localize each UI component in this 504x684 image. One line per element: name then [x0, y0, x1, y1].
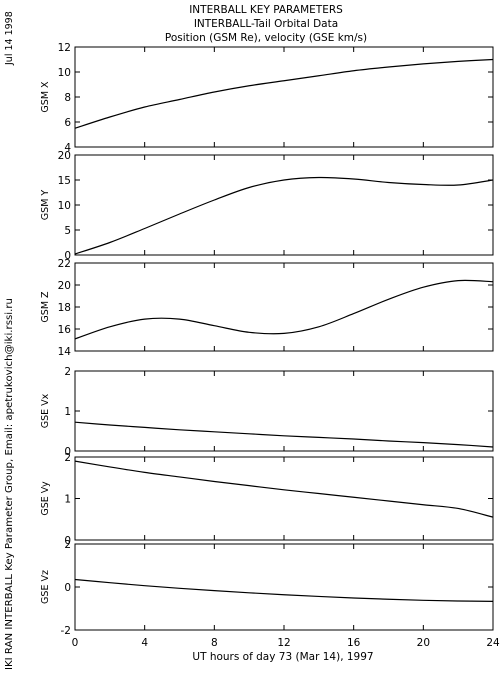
panel-1-ytick-label: 10	[58, 67, 71, 79]
x-tick-label: 4	[141, 637, 148, 649]
panel-5-ylabel: GSE Vy	[40, 481, 51, 516]
x-axis-label: UT hours of day 73 (Mar 14), 1997	[192, 651, 373, 663]
panel-4-ytick-label: 2	[64, 366, 71, 378]
panel-3-ytick-label: 20	[58, 280, 71, 292]
panel-1-ytick-label: 12	[58, 42, 71, 54]
panel-5-series-line	[74, 460, 494, 518]
x-tick-label: 0	[72, 637, 79, 649]
panel-5-ytick-label: 0	[64, 535, 71, 547]
x-tick-label: 24	[486, 637, 500, 649]
panel-4-ytick-label: 1	[64, 406, 71, 418]
panel-6-series-line	[74, 578, 494, 603]
title-line-3: Position (GSM Re), velocity (GSE km/s)	[165, 32, 367, 44]
x-tick-label: 8	[211, 637, 218, 649]
generation-date: Jul 14 1998	[4, 11, 15, 66]
panel-2-ytick-label: 15	[58, 175, 71, 187]
panel-1-ylabel: GSM X	[40, 81, 51, 113]
panel-1-ytick-label: 8	[64, 92, 71, 104]
panel-1-ytick-label: 6	[64, 117, 71, 129]
panel-2-ytick-label: 0	[64, 250, 71, 262]
credit-label: IKI RAN INTERBALL Key Parameter Group, E…	[4, 298, 15, 670]
panel-4-frame	[74, 370, 494, 452]
panel-3-ytick-label: 18	[58, 302, 71, 314]
title-line-1: INTERBALL KEY PARAMETERS	[189, 4, 343, 16]
panel-3-ytick-label: 16	[58, 324, 72, 336]
panel-3-ylabel: GSM Z	[40, 291, 51, 323]
panel-1-series-line	[74, 58, 494, 129]
panel-6-ylabel: GSE Vz	[40, 570, 51, 604]
panel-2-ytick-label: 10	[58, 200, 71, 212]
panel-1-ytick-label: 4	[64, 142, 71, 154]
panel-6-ytick-label: 0	[64, 582, 71, 594]
panel-3-ytick-label: 22	[58, 258, 71, 270]
panel-5-ytick-label: 1	[64, 494, 71, 506]
panel-6-ytick-label: -2	[61, 625, 71, 637]
panel-6-ytick-label: 2	[64, 539, 71, 551]
panel-2-ytick-label: 20	[58, 150, 71, 162]
panel-4-ylabel: GSE Vx	[40, 393, 51, 428]
panel-3-frame	[74, 262, 494, 352]
panel-4-series-line	[74, 421, 494, 448]
title-line-2: INTERBALL-Tail Orbital Data	[194, 18, 338, 30]
panel-2-ylabel: GSM Y	[40, 190, 51, 221]
panel-3-ytick-label: 14	[58, 346, 72, 358]
panel-2-ytick-label: 5	[64, 225, 71, 237]
panel-4-ytick-label: 0	[64, 446, 71, 458]
panel-5-ytick-label: 2	[64, 452, 71, 464]
panel-2-series-line	[74, 176, 494, 255]
x-tick-label: 12	[277, 637, 290, 649]
panel-1-frame	[74, 46, 494, 148]
panel-3-series-line	[74, 279, 494, 340]
panel-5-frame	[74, 456, 494, 541]
panel-2-frame	[74, 154, 494, 256]
x-tick-label: 20	[417, 637, 430, 649]
x-tick-label: 16	[347, 637, 361, 649]
panel-6-frame	[74, 543, 494, 631]
